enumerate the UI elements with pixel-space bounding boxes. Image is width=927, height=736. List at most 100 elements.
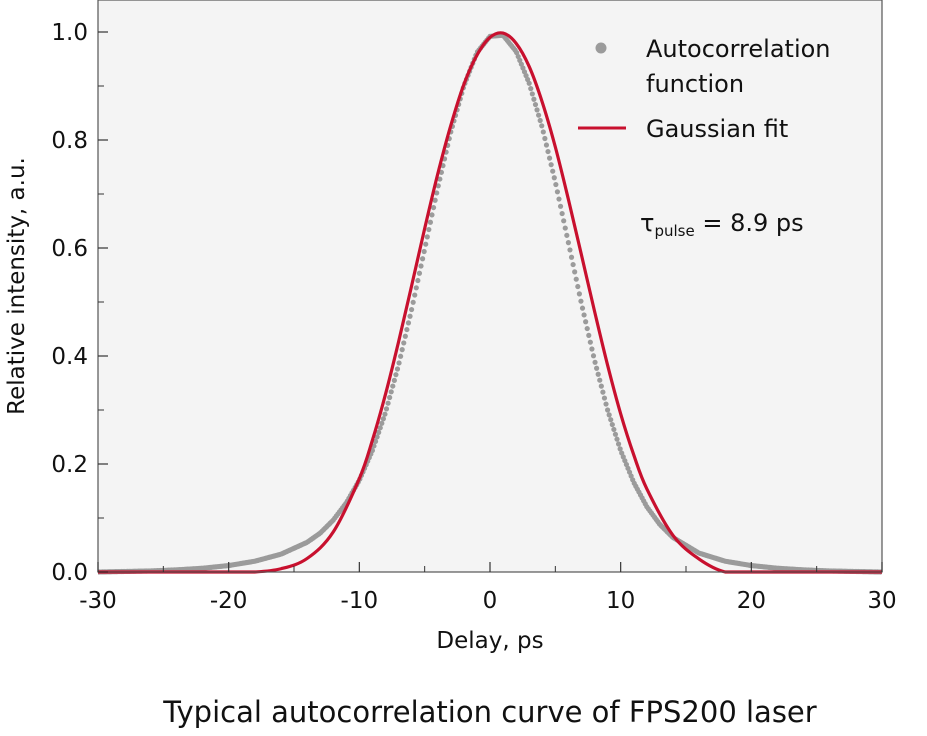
data-point <box>382 411 388 417</box>
y-axis-title: Relative intensity, a.u. <box>4 157 30 415</box>
legend-label-autocorrelation-line1: Autocorrelation <box>646 35 831 63</box>
data-point <box>576 291 582 297</box>
x-tick-label: -30 <box>79 588 117 614</box>
data-point <box>534 107 540 113</box>
data-point <box>590 353 597 359</box>
x-tick-label: -20 <box>210 588 248 614</box>
data-point <box>402 333 408 339</box>
annotation-value: = 8.9 ps <box>695 209 804 237</box>
data-point <box>594 365 600 371</box>
y-tick-label: 0.0 <box>51 560 88 586</box>
x-tick-label: 20 <box>737 588 766 614</box>
data-point <box>379 420 385 426</box>
data-point <box>539 123 545 129</box>
legend: Autocorrelation function Gaussian fit <box>578 35 831 143</box>
data-point <box>550 168 556 174</box>
data-point <box>600 389 606 395</box>
x-tick-label: 10 <box>606 588 635 614</box>
data-point <box>543 142 550 148</box>
data-point <box>564 232 570 238</box>
data-point <box>565 240 572 246</box>
data-point <box>559 210 565 217</box>
data-point <box>415 277 421 284</box>
data-point <box>426 226 432 233</box>
series-layer <box>98 31 882 575</box>
data-point <box>568 254 575 260</box>
data-point <box>435 183 441 189</box>
data-point <box>551 175 557 181</box>
data-point <box>385 400 391 406</box>
data-point <box>608 417 614 423</box>
data-point <box>615 441 622 447</box>
data-point <box>430 204 437 211</box>
data-point <box>401 340 407 346</box>
data-point <box>546 155 553 161</box>
data-point <box>536 112 542 118</box>
y-tick-label: 0.8 <box>51 128 88 154</box>
x-tick-label: 30 <box>867 588 896 614</box>
data-point <box>554 189 561 195</box>
data-point <box>589 346 595 352</box>
data-point <box>437 176 443 182</box>
data-point <box>578 298 584 304</box>
data-point <box>376 429 382 435</box>
data-point <box>548 162 554 168</box>
data-point <box>388 389 394 395</box>
data-point <box>391 377 397 383</box>
data-point <box>567 247 573 253</box>
y-axis: 0.0 0.2 0.4 0.6 0.8 1.0 <box>51 20 108 586</box>
data-point <box>424 234 430 240</box>
legend-label-gaussian: Gaussian fit <box>646 115 788 143</box>
data-point <box>380 416 386 422</box>
data-point <box>405 320 412 326</box>
data-point <box>421 248 427 255</box>
data-point <box>573 276 579 282</box>
x-axis-title: Delay, ps <box>436 628 543 654</box>
y-tick-label: 1.0 <box>51 20 88 46</box>
annotation-symbol: τ <box>640 209 654 237</box>
plot-area-background <box>98 0 882 572</box>
data-point <box>592 359 598 365</box>
series-gaussian-fit <box>98 31 882 574</box>
data-point <box>418 263 424 269</box>
data-point <box>393 372 399 378</box>
data-point <box>423 241 429 247</box>
data-point <box>614 436 620 442</box>
data-point <box>572 269 578 275</box>
data-point <box>606 412 612 418</box>
data-point <box>412 292 418 298</box>
data-point <box>597 377 603 383</box>
data-point <box>562 225 568 231</box>
figure-caption: Typical autocorrelation curve of FPS200 … <box>162 695 816 729</box>
data-point <box>390 383 396 389</box>
data-point <box>429 212 435 218</box>
data-point <box>557 203 564 209</box>
data-point <box>587 339 593 345</box>
data-point <box>432 197 438 203</box>
data-point <box>581 312 587 318</box>
data-point <box>427 219 434 225</box>
data-point <box>409 306 415 313</box>
data-point <box>584 325 590 332</box>
data-point <box>398 353 404 359</box>
data-point <box>387 394 393 401</box>
data-point <box>537 117 543 124</box>
data-point <box>605 407 611 413</box>
x-tick-label: 0 <box>483 588 498 614</box>
data-point <box>399 347 405 353</box>
data-point <box>586 332 592 338</box>
data-point <box>611 426 617 433</box>
data-point <box>553 181 559 188</box>
legend-label-autocorrelation-line2: function <box>646 70 744 98</box>
data-point <box>419 256 426 262</box>
data-point <box>434 190 440 196</box>
data-point <box>583 319 589 325</box>
data-point <box>394 366 401 372</box>
y-tick-label: 0.2 <box>51 452 88 478</box>
data-point <box>603 401 609 407</box>
data-point <box>526 80 532 86</box>
data-point <box>595 371 601 377</box>
data-point <box>609 421 615 428</box>
data-point <box>416 270 423 276</box>
data-point <box>598 383 604 389</box>
